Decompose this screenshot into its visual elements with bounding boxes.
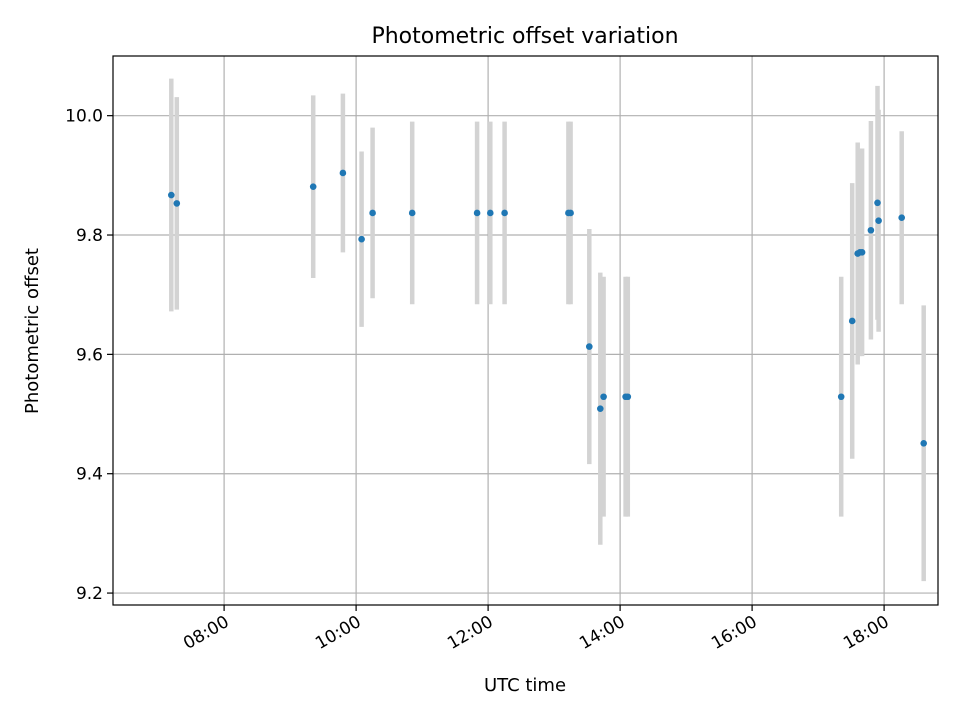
error-bars <box>169 78 926 582</box>
data-point <box>173 200 181 207</box>
data-point <box>339 169 347 177</box>
data-point <box>837 393 845 401</box>
data-point <box>597 405 604 412</box>
y-axis-label: Photometric offset <box>22 248 43 414</box>
x-tick-label: 12:00 <box>444 612 496 654</box>
data-point <box>369 209 376 217</box>
x-tick-label: 10:00 <box>312 612 364 654</box>
data-point <box>874 199 881 207</box>
data-point <box>624 393 632 401</box>
y-tick-label: 9.8 <box>76 226 103 246</box>
y-tick-label: 9.6 <box>76 345 103 365</box>
x-tick-label: 18:00 <box>840 612 892 654</box>
y-tick-label: 10.0 <box>65 107 103 127</box>
x-axis-label: UTC time <box>484 675 566 696</box>
data-point <box>867 226 875 234</box>
data-point <box>600 393 607 401</box>
data-point <box>858 249 866 256</box>
data-point <box>875 217 882 224</box>
y-tick-label: 9.2 <box>76 584 103 604</box>
plot-frame <box>112 55 939 606</box>
chart-title: Photometric offset variation <box>371 24 678 49</box>
data-points <box>168 169 927 447</box>
data-point <box>473 209 481 217</box>
x-tick-label: 08:00 <box>180 612 232 654</box>
data-point <box>586 343 593 350</box>
data-point <box>567 209 574 217</box>
data-point <box>358 235 365 243</box>
grid <box>113 56 938 605</box>
data-point <box>408 209 416 217</box>
data-point <box>848 317 856 325</box>
data-point <box>487 209 494 217</box>
x-tick-label: 14:00 <box>576 612 628 654</box>
data-point <box>168 191 175 199</box>
data-point <box>898 214 905 222</box>
data-point <box>309 183 317 190</box>
y-tick-label: 9.4 <box>76 465 103 485</box>
data-point <box>501 209 508 217</box>
data-point <box>920 439 927 447</box>
x-tick-label: 16:00 <box>708 612 760 654</box>
